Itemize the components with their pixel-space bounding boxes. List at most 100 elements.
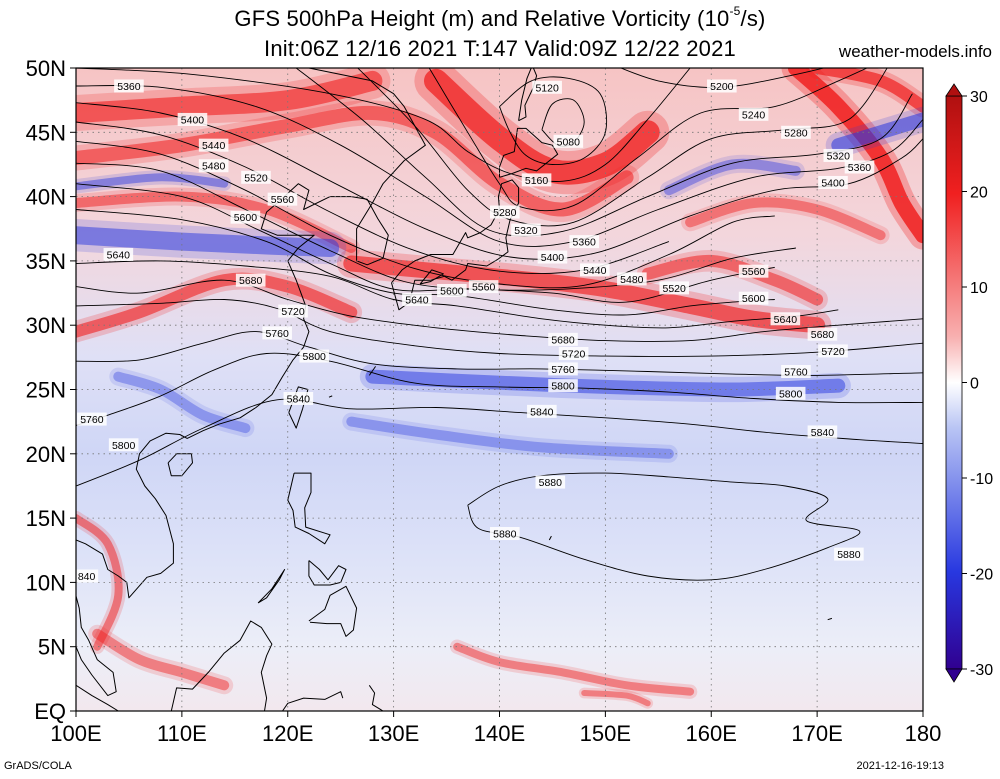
contour-label-bg: [76, 569, 99, 583]
vorticity-band: [685, 197, 886, 241]
contour-label-bg: [781, 364, 811, 378]
contour-label: 5800: [551, 381, 575, 393]
colorbar-min-arrow: [945, 668, 963, 683]
contour-label: 5120: [535, 82, 559, 94]
contour-5840: [76, 398, 923, 487]
lat-tick-label: 25N: [26, 378, 66, 403]
contour-label-bg: [402, 292, 432, 306]
contour-5120: [499, 76, 607, 166]
vorticity-band-halo: [578, 687, 654, 709]
lon-tick-label: 140E: [474, 721, 525, 746]
lat-tick-label: 40N: [26, 185, 66, 210]
vorticity-band-halo: [76, 170, 232, 194]
contour-label-bg: [527, 404, 557, 418]
vorticity-band: [787, 68, 923, 244]
contour-label-bg: [198, 159, 229, 173]
coastline-marshall: [827, 617, 833, 621]
contour-label-bg: [738, 264, 769, 278]
title-units: /s): [740, 6, 766, 31]
vorticity-band: [811, 68, 923, 113]
contour-label: 5680: [551, 334, 575, 346]
contour-5520: [76, 162, 796, 291]
contour-label-bg: [558, 346, 589, 360]
contour-5280: [357, 68, 888, 227]
contour-label-bg: [267, 192, 298, 206]
vorticity-band-halo: [681, 193, 890, 245]
colorbar-scale: [945, 95, 963, 670]
vorticity-band-halo: [450, 639, 698, 699]
contour-label-bg: [77, 412, 107, 426]
colorbar-max-arrow: [945, 83, 963, 97]
contour-label: 5720: [281, 306, 305, 318]
contour-label-bg: [489, 205, 520, 219]
contour-label-bg: [489, 527, 520, 541]
contour-label-bg: [114, 79, 144, 93]
coastline-hokkaido: [499, 127, 559, 178]
vorticity-band: [92, 628, 230, 691]
contour-label-bg: [241, 170, 271, 184]
contour-label-bg: [553, 134, 584, 148]
contour-label-bg: [103, 247, 134, 261]
contour-5480: [76, 140, 775, 289]
contour-label: 5680: [811, 329, 835, 341]
coastline-ryukyu: [328, 395, 333, 398]
contour-label: 5400: [181, 114, 205, 126]
coastline-luzon: [287, 472, 331, 545]
contour-label: 5800: [779, 388, 803, 400]
contour-label: 5840: [287, 394, 311, 406]
lon-tick-label: 150E: [580, 721, 631, 746]
contour-label: 5680: [239, 275, 263, 287]
lon-tick-label: 100E: [50, 721, 101, 746]
contour-label: 5760: [265, 328, 289, 340]
lat-tick-label: 20N: [26, 442, 66, 467]
contour-label-bg: [537, 250, 568, 264]
contour-label-bg: [521, 173, 552, 187]
contour-label-bg: [823, 148, 854, 162]
contour-label: 5560: [742, 266, 766, 278]
contour-label-bg: [775, 386, 806, 400]
coastline-kyushu-honshu: [391, 179, 520, 311]
contour-label-bg: [437, 283, 467, 297]
coastline-sulawesi: [282, 691, 344, 711]
contour-label: 5200: [710, 81, 734, 93]
vorticity-band: [581, 690, 651, 707]
colorbar-tick-label: -10: [970, 471, 993, 488]
vorticity-band: [113, 371, 251, 434]
contour-label: 5400: [541, 252, 565, 264]
lat-tick-label: 5N: [38, 635, 66, 660]
contour-label-bg: [579, 263, 610, 277]
vorticity-band: [76, 514, 123, 651]
contour-label: 5360: [573, 237, 597, 249]
contour-5160: [76, 68, 691, 182]
contour-label-bg: [299, 349, 330, 363]
lat-tick-label: 10N: [26, 570, 66, 595]
contour-label-bg: [548, 332, 578, 346]
coastline-mindanao: [308, 585, 358, 637]
contour-label: 5760: [784, 366, 808, 378]
contour-label: 5480: [202, 161, 226, 173]
vorticity-band-halo: [88, 624, 234, 695]
contour-5360: [76, 84, 923, 247]
site-credit: weather-models.info: [838, 42, 992, 61]
vorticity-band-halo: [109, 367, 255, 438]
contour-label: 5520: [244, 172, 268, 184]
contour-label-bg: [834, 547, 864, 561]
contour-label: 5880: [493, 529, 517, 541]
graticule: [76, 68, 923, 711]
contour-label: 5240: [742, 109, 766, 121]
contour-label-bg: [177, 112, 208, 126]
contour-label: 5160: [525, 175, 549, 187]
contour-label: 5800: [112, 440, 136, 452]
contour-label: 5280: [784, 127, 808, 139]
colorbar-tick-label: 30: [970, 89, 988, 106]
contour-label-bg: [198, 138, 229, 152]
contour-label-bg: [770, 312, 801, 326]
contour-label-bg: [569, 235, 599, 249]
vorticity-band: [76, 70, 383, 123]
contour-label: 5280: [493, 207, 517, 219]
contour-label: 5520: [663, 283, 687, 295]
lon-tick-label: 130E: [368, 721, 419, 746]
latitude-axis: EQ 5N 10N 15N 20N 25N 30N 35N 40N 45N 50N: [26, 56, 76, 724]
vorticity-band: [76, 191, 357, 253]
coastline-shikoku: [419, 269, 444, 285]
